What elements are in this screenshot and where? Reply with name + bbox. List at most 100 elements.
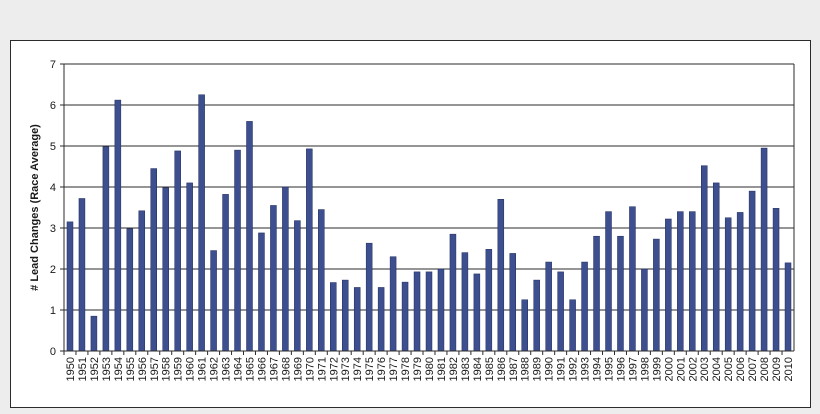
bar-1968	[282, 186, 289, 352]
x-tick-label: 2005	[723, 357, 735, 381]
x-tick-label: 1963	[221, 357, 233, 381]
x-tick-label: 2010	[783, 357, 795, 381]
bar-1972	[330, 282, 337, 352]
bar-1984	[473, 273, 481, 352]
bar-2002	[689, 211, 696, 352]
bar-1993	[581, 261, 588, 352]
bar-1970	[306, 148, 313, 352]
bar-2003	[701, 165, 708, 352]
x-tick-label: 1959	[173, 357, 185, 381]
x-tick-label: 1985	[484, 357, 496, 381]
gridlines	[64, 63, 794, 311]
bar-1996	[617, 235, 624, 352]
bar-1967	[270, 205, 277, 352]
x-tick-label: 1973	[340, 357, 352, 381]
x-tick-label: 1999	[651, 357, 663, 381]
x-tick-label: 2004	[711, 357, 723, 381]
bar-1994	[593, 235, 600, 352]
bar-1995	[605, 211, 612, 352]
bar-1957	[150, 168, 157, 352]
bar-1959	[174, 150, 181, 352]
bar-1987	[509, 253, 517, 352]
x-tick-label: 1958	[161, 357, 173, 381]
bar-1975	[365, 242, 373, 352]
x-tick-label: 1983	[460, 357, 472, 381]
bar-1985	[485, 249, 493, 352]
x-tick-label: 1957	[149, 357, 161, 381]
bar-1973	[341, 279, 349, 352]
x-tick-label: 1966	[256, 357, 268, 381]
bar-1990	[545, 261, 552, 352]
x-tick-label: 1995	[604, 357, 616, 381]
bar-1974	[353, 287, 361, 352]
bar-1964	[234, 149, 241, 352]
bar-2009	[772, 208, 780, 352]
x-tick-label: 1993	[580, 357, 592, 381]
x-tick-label: 2002	[687, 357, 699, 381]
bar-1983	[461, 252, 469, 352]
x-tick-label: 1972	[328, 357, 340, 381]
bar-1998	[641, 268, 648, 352]
x-tick-label: 1952	[89, 357, 101, 381]
x-tick-label: 2006	[735, 357, 747, 381]
bar-1963	[222, 194, 229, 352]
y-tick-label: 1	[50, 305, 56, 317]
bar-1965	[246, 121, 253, 352]
bar-1980	[425, 271, 433, 352]
x-tick-label: 1982	[448, 357, 460, 381]
x-tick-label: 1968	[280, 357, 292, 381]
bar-1961	[198, 94, 205, 352]
x-tick-label: 1965	[244, 357, 256, 381]
bar-1988	[521, 299, 528, 352]
x-tick-label: 1971	[316, 357, 328, 381]
x-tick-label: 1987	[508, 357, 520, 381]
y-tick-label: 0	[50, 346, 56, 358]
x-tick-label: 1988	[520, 357, 532, 381]
x-tick-label: 1953	[101, 357, 113, 381]
x-tick-label: 1955	[125, 357, 137, 381]
axes	[63, 64, 795, 352]
x-tick-label: 1964	[233, 357, 245, 381]
x-axis-ticks: 1950 1951 1952 1953 1954 1955 1956 1957 1958 1959…	[63, 351, 795, 381]
x-tick-label: 1962	[209, 357, 221, 381]
x-tick-label: 1950	[65, 357, 77, 381]
bar-1981	[437, 268, 445, 352]
bars	[66, 94, 792, 352]
x-tick-label: 1975	[364, 357, 376, 381]
bar-2001	[677, 211, 684, 352]
x-tick-label: 1989	[532, 357, 544, 381]
y-tick-label: 3	[50, 223, 56, 235]
x-tick-label: 1960	[185, 357, 197, 381]
x-tick-label: 1991	[556, 357, 568, 381]
bar-1997	[629, 206, 636, 352]
bar-1952	[90, 315, 98, 352]
y-axis-ticks: 0 1 2 3 4 5 6 7	[50, 59, 64, 358]
bar-2000	[665, 218, 672, 352]
bar-1999	[653, 238, 660, 352]
x-tick-label: 1996	[615, 357, 627, 381]
x-tick-label: 1990	[544, 357, 556, 381]
y-tick-label: 6	[50, 100, 56, 112]
x-tick-label: 1978	[400, 357, 412, 381]
bar-1976	[377, 287, 385, 352]
bar-1969	[294, 220, 301, 352]
y-tick-label: 7	[50, 59, 56, 71]
bar-1960	[186, 182, 193, 352]
bar-2004	[712, 182, 720, 352]
x-tick-label: 1954	[113, 357, 125, 381]
bar-1955	[126, 228, 134, 352]
x-tick-label: 1981	[436, 357, 448, 381]
bar-1966	[258, 232, 265, 352]
x-tick-label: 2008	[759, 357, 771, 381]
y-tick-label: 2	[50, 264, 56, 276]
x-tick-label: 1976	[376, 357, 388, 381]
bar-2007	[748, 190, 756, 352]
x-tick-label: 1961	[197, 357, 209, 381]
x-tick-label: 1977	[388, 357, 400, 381]
x-tick-label: 2003	[699, 357, 711, 381]
x-tick-label: 1967	[268, 357, 280, 381]
bar-1986	[497, 199, 505, 352]
bar-1992	[569, 299, 576, 352]
bar-1979	[413, 271, 421, 352]
